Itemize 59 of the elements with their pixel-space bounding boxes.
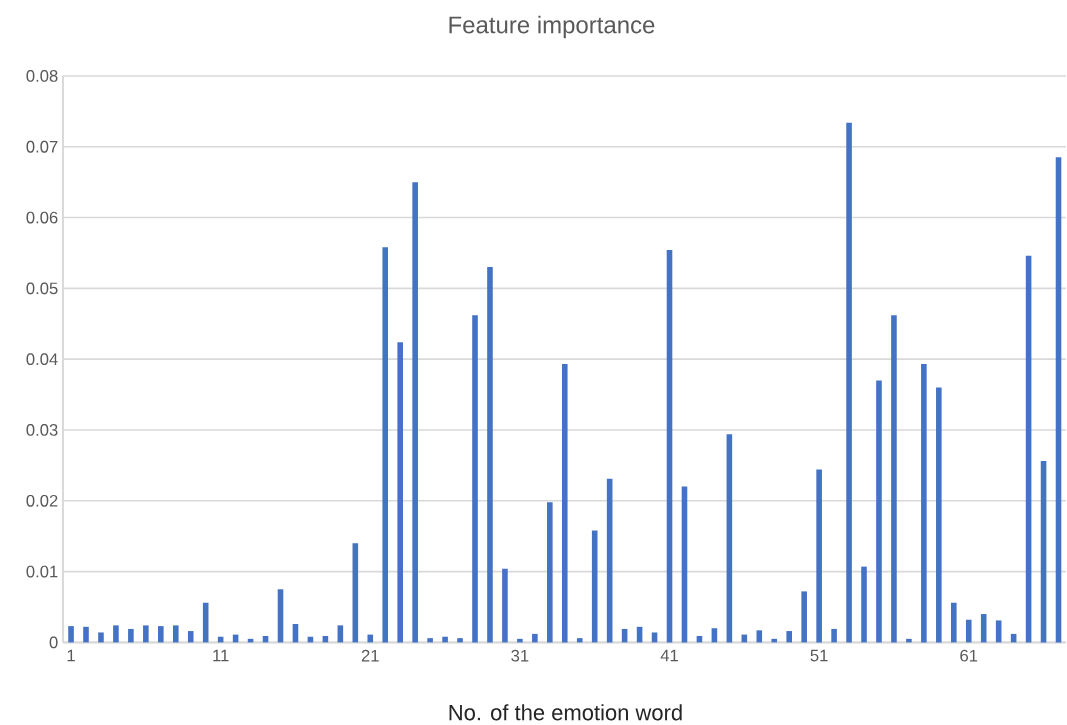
x-axis-title: No. of the emotion word (449, 704, 682, 721)
bar (128, 629, 134, 643)
bar (801, 591, 807, 643)
bar (576, 638, 583, 643)
bar (187, 631, 194, 643)
y-tick-label: 0.05 (26, 282, 58, 295)
bar (906, 638, 912, 643)
bar (382, 247, 389, 643)
x-tick-label: 21 (361, 649, 379, 662)
bar (412, 182, 418, 643)
bar (861, 566, 867, 643)
bar (158, 626, 164, 643)
x-tick-label: 41 (660, 649, 678, 662)
bar (756, 630, 763, 643)
bar (936, 387, 942, 643)
bar (143, 625, 149, 643)
x-tick-label: 61 (960, 649, 978, 662)
bar (950, 602, 957, 643)
bar (83, 626, 89, 643)
bar (367, 634, 374, 643)
bar (921, 364, 927, 643)
chart-title: Feature importance (449, 15, 655, 39)
bar (113, 625, 119, 643)
x-tick-label: 1 (67, 649, 75, 662)
y-tick-label: 0.08 (26, 70, 58, 82)
y-tick-label: 0.07 (26, 140, 58, 153)
bar (831, 629, 837, 643)
y-tick-label: 0.03 (26, 424, 58, 436)
bar (891, 315, 897, 643)
bar (965, 619, 972, 643)
bar (397, 342, 403, 643)
bar (98, 632, 104, 643)
bar (980, 614, 987, 643)
bar (786, 631, 792, 643)
y-tick-label: 0.01 (26, 565, 58, 578)
x-tick-label: 11 (213, 649, 229, 662)
bar (547, 502, 553, 643)
bar (172, 625, 179, 643)
bar (68, 626, 74, 643)
bar (876, 380, 882, 643)
bar (487, 267, 493, 643)
y-tick-label: 0.04 (26, 353, 58, 366)
bar (442, 636, 448, 643)
bar (427, 638, 433, 643)
x-tick-label: 51 (810, 649, 828, 662)
bar (517, 638, 523, 643)
bar (771, 638, 778, 643)
bar (532, 633, 538, 643)
bar (472, 315, 478, 643)
bar (561, 364, 568, 643)
bar (816, 469, 822, 643)
bar (846, 122, 852, 643)
y-tick-label: 0 (49, 636, 58, 649)
x-tick-label: 31 (511, 649, 529, 662)
y-tick-label: 0.02 (26, 494, 58, 507)
bar (457, 638, 463, 643)
y-tick-label: 0.06 (26, 211, 58, 224)
bar (651, 632, 658, 643)
bar (502, 568, 508, 643)
